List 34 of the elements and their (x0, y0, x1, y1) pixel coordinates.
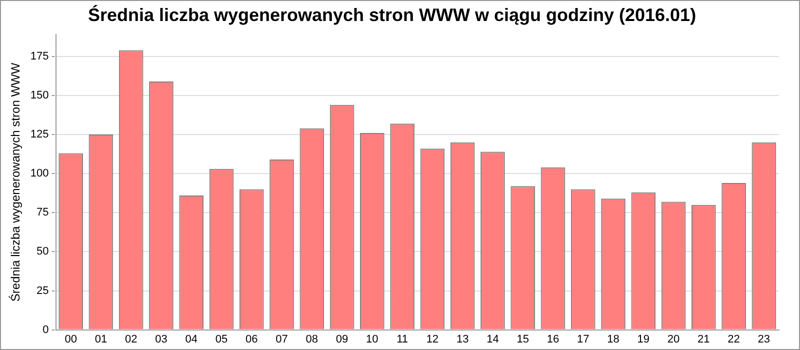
x-tick-label: 13 (456, 333, 469, 346)
y-tick-label: 100 (30, 168, 49, 180)
x-tick-label: 09 (336, 333, 348, 346)
x-tick-label: 17 (576, 333, 590, 346)
y-tick-label: 125 (30, 128, 49, 141)
y-axis-title: Średnia liczba wygenerowanych stron WWW (8, 62, 23, 302)
y-tick-label: 75 (36, 206, 49, 219)
x-tick-label: 11 (396, 333, 408, 346)
x-tick-label: 19 (637, 333, 650, 346)
y-tick-label: 150 (30, 90, 49, 102)
x-tick-label: 10 (366, 333, 378, 346)
x-tick-label: 20 (667, 333, 680, 346)
x-tick-label: 14 (486, 333, 499, 346)
y-tick-label: 0 (42, 324, 49, 336)
x-tick-label: 15 (516, 333, 529, 346)
x-tick-label: 05 (215, 333, 228, 346)
x-tick-label: 16 (546, 333, 560, 346)
y-tick-label: 25 (36, 284, 49, 297)
x-tick-label: 23 (758, 333, 770, 346)
y-tick-label: 175 (30, 50, 49, 62)
x-tick-label: 01 (94, 333, 108, 346)
x-tick-label: 22 (728, 333, 740, 346)
x-tick-label: 12 (426, 333, 439, 346)
chart-title: Średnia liczba wygenerowanych stron WWW w ciągu godziny (2016.01) (88, 4, 696, 25)
x-tick-label: 03 (155, 333, 168, 346)
x-tick-label: 21 (698, 333, 710, 346)
x-tick-label: 04 (185, 333, 198, 346)
x-tick-label: 08 (306, 333, 318, 346)
x-tick-label: 18 (607, 333, 620, 346)
y-tick-label: 50 (36, 246, 49, 258)
x-tick-label: 00 (64, 333, 77, 346)
x-tick-label: 06 (246, 333, 258, 346)
x-tick-label: 07 (276, 333, 288, 346)
x-tick-label: 02 (124, 333, 138, 346)
